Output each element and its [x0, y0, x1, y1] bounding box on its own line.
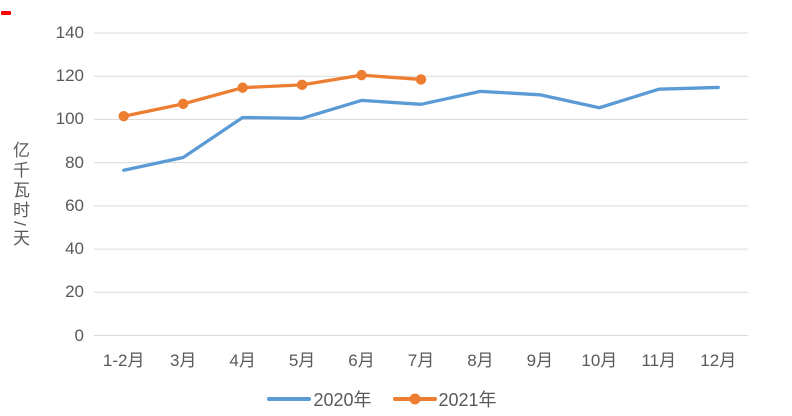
y-tick-label: 120	[55, 66, 84, 86]
series-line-2021年	[122, 73, 423, 118]
legend-label: 2020年	[313, 390, 372, 410]
x-tick-label: 6月	[348, 351, 375, 370]
x-tick-label: 7月	[407, 351, 435, 370]
legend-line-icon	[267, 397, 312, 401]
y-tick-label: 20	[65, 282, 84, 302]
legend: 2020年 2021年	[0, 386, 778, 412]
data-point-marker	[237, 82, 248, 93]
legend-line-swatch	[392, 392, 437, 406]
x-tick-label: 11月	[641, 351, 677, 370]
x-tick-label: 8月	[467, 351, 494, 370]
data-point-marker	[296, 79, 308, 91]
x-tick-label: 12月	[700, 351, 737, 370]
y-tick-label: 0	[74, 325, 84, 345]
data-point-marker	[118, 110, 129, 122]
y-tick-label: 100	[55, 109, 84, 129]
y-tick-label: 80	[65, 152, 84, 172]
x-tick-label: 5月	[288, 351, 316, 370]
legend-item-2021年: 2021年	[392, 386, 497, 412]
data-point-marker	[177, 98, 189, 110]
x-tick-label: 9月	[526, 351, 554, 370]
legend-line-swatch	[267, 392, 312, 406]
legend-item-2020年: 2020年	[267, 386, 372, 412]
x-tick-label: 4月	[229, 351, 256, 370]
x-tick-label: 10月	[581, 351, 618, 370]
series-lines	[122, 73, 720, 172]
series-markers	[118, 69, 427, 122]
y-axis-title: 亿千瓦时/天	[10, 141, 29, 249]
y-tick-label: 40	[65, 239, 84, 259]
legend-label: 2021年	[438, 390, 497, 410]
data-point-marker	[415, 74, 427, 85]
y-tick-label: 60	[65, 195, 84, 215]
red-corner-mark	[1, 11, 11, 15]
x-tick-label: 3月	[169, 351, 197, 370]
data-point-marker	[356, 69, 367, 81]
gridlines	[94, 32, 748, 336]
legend-marker-icon	[409, 393, 420, 405]
y-tick-label: 140	[55, 23, 84, 42]
x-tick-label: 1-2月	[102, 351, 145, 370]
series-line-2020年	[122, 85, 720, 172]
